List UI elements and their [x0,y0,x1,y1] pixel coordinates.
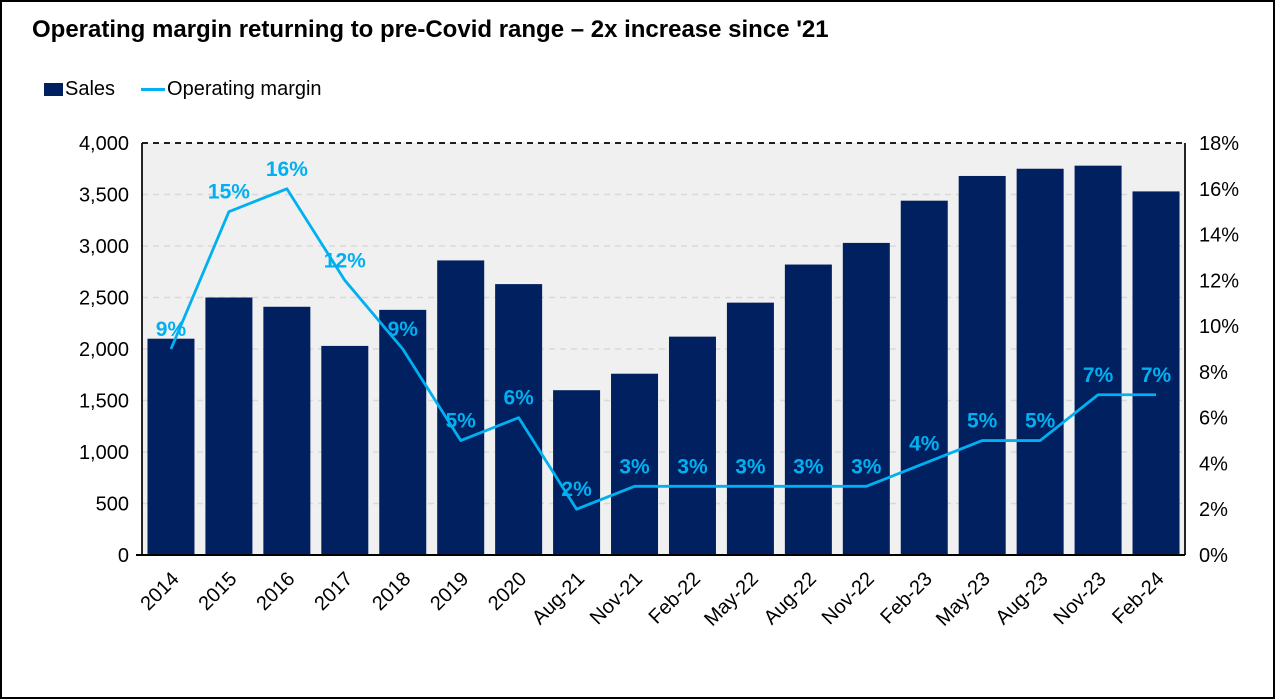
bar-Aug-21 [553,390,601,555]
bar-Feb-24 [1132,191,1180,555]
right-axis-tick-label: 2% [1199,499,1228,521]
margin-data-label-May-22: 3% [735,455,766,478]
right-axis-tick-label: 0% [1199,545,1228,567]
margin-data-label-Feb-24: 7% [1141,364,1172,387]
x-axis-category-label-2015: 2015 [194,568,241,615]
bar-2014 [147,338,195,555]
margin-data-label-2014: 9% [156,318,187,341]
left-axis-tick-label: 3,000 [79,236,129,258]
x-axis-category-label-Feb-24: Feb-24 [1108,568,1168,628]
margin-data-label-Aug-22: 3% [793,455,824,478]
right-axis-tick-label: 12% [1199,270,1239,292]
bar-Aug-22 [784,264,832,555]
bar-2018 [379,309,427,555]
x-axis-category-label-2020: 2020 [484,568,531,615]
sales-swatch-icon [44,83,63,96]
right-axis-tick-label: 18% [1199,133,1239,155]
right-axis-tick-label: 10% [1199,316,1239,338]
margin-data-label-Nov-22: 3% [851,455,882,478]
left-axis-tick-label: 0 [118,545,129,567]
legend-item-sales: Sales [44,78,115,101]
x-axis-category-label-Aug-23: Aug-23 [992,568,1053,629]
legend-label-operating-margin: Operating margin [167,78,322,100]
bar-2017 [321,345,369,555]
operating-margin-swatch-icon [141,88,166,91]
left-axis-tick-label: 1,500 [79,391,129,413]
bar-May-22 [726,302,774,555]
bar-Nov-22 [842,242,890,555]
margin-data-label-Feb-22: 3% [677,455,708,478]
x-axis-category-label-Aug-22: Aug-22 [760,568,821,629]
margin-data-label-Feb-23: 4% [909,432,940,455]
x-axis-category-label-2018: 2018 [368,568,415,615]
margin-data-label-Aug-21: 2% [561,478,592,501]
x-axis-category-label-Feb-23: Feb-23 [876,568,936,628]
margin-data-label-2018: 9% [388,318,419,341]
left-axis-tick-label: 1,000 [79,442,129,464]
margin-data-label-2016: 16% [266,158,308,181]
x-axis-category-label-2014: 2014 [136,568,183,615]
x-axis-category-label-2016: 2016 [252,568,299,615]
margin-data-label-2019: 5% [446,410,477,433]
x-axis-category-label-May-22: May-22 [700,568,763,631]
margin-data-label-Nov-21: 3% [619,455,650,478]
x-axis-category-label-Aug-21: Aug-21 [528,568,589,629]
right-axis-tick-label: 8% [1199,362,1228,384]
operating-margin-line [169,187,1157,511]
margin-data-label-2020: 6% [503,387,534,410]
left-axis-tick-label: 4,000 [79,133,129,155]
bar-May-23 [958,175,1006,555]
x-axis-category-label-2019: 2019 [426,568,473,615]
left-axis-tick-label: 2,000 [79,339,129,361]
bar-2016 [263,306,311,555]
bar-Feb-22 [668,336,716,555]
right-axis-tick-label: 4% [1199,453,1228,475]
margin-data-label-2015: 15% [208,181,250,204]
right-axis-tick-label: 6% [1199,408,1228,430]
bar-Aug-23 [1016,168,1064,555]
margin-data-label-2017: 12% [324,249,366,272]
legend: Sales Operating margin [44,78,322,101]
x-axis-category-label-Nov-21: Nov-21 [586,568,647,629]
left-axis-tick-label: 500 [96,494,129,516]
margin-data-label-Aug-23: 5% [1025,410,1056,433]
bar-2019 [437,260,485,555]
left-axis-tick-label: 2,500 [79,288,129,310]
right-axis-tick-label: 16% [1199,179,1239,201]
bar-Nov-23 [1074,165,1122,555]
right-axis-tick-label: 14% [1199,225,1239,247]
bar-2015 [205,297,253,555]
x-axis-category-label-May-23: May-23 [932,568,995,631]
left-axis-tick-label: 3,500 [79,185,129,207]
bar-Nov-21 [611,373,659,555]
margin-data-label-Nov-23: 7% [1083,364,1114,387]
x-axis-category-label-Nov-23: Nov-23 [1049,568,1110,629]
bar-Feb-23 [900,200,948,555]
x-axis-category-label-Feb-22: Feb-22 [645,568,705,628]
legend-label-sales: Sales [65,78,116,100]
chart-title: Operating margin returning to pre-Covid … [32,16,829,43]
legend-item-operating-margin: Operating margin [141,78,322,101]
margin-data-label-May-23: 5% [967,410,998,433]
x-axis-category-label-Nov-22: Nov-22 [818,568,879,629]
x-axis-category-label-2017: 2017 [310,568,357,615]
